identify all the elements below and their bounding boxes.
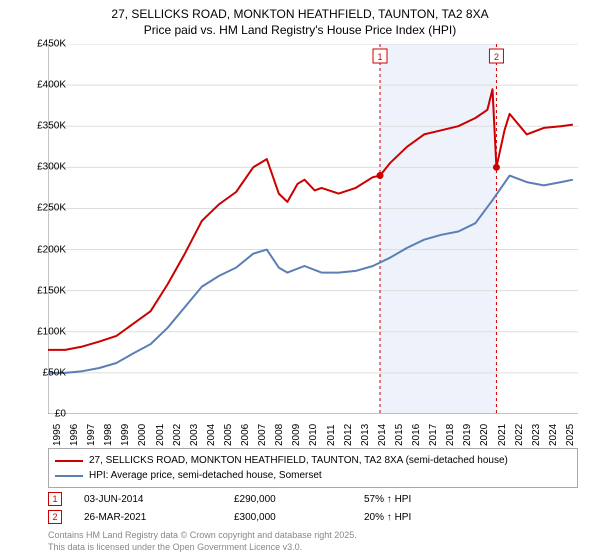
x-tick-label: 2004 [206, 424, 217, 446]
legend-swatch [55, 475, 83, 477]
x-tick-label: 2019 [462, 424, 473, 446]
x-tick-label: 2018 [445, 424, 456, 446]
y-tick-label: £250K [37, 203, 66, 214]
legend-label: HPI: Average price, semi-detached house,… [89, 468, 322, 483]
x-tick-label: 2009 [291, 424, 302, 446]
x-tick-label: 1997 [86, 424, 97, 446]
sale-date: 03-JUN-2014 [84, 494, 234, 505]
chart-container: 27, SELLICKS ROAD, MONKTON HEATHFIELD, T… [0, 0, 600, 560]
sale-hpi: 20% ↑ HPI [364, 512, 578, 523]
y-tick-label: £450K [37, 39, 66, 50]
sale-marker-icon: 1 [48, 492, 62, 506]
sales-row: 1 03-JUN-2014 £290,000 57% ↑ HPI [48, 490, 578, 508]
x-tick-label: 2022 [514, 424, 525, 446]
sales-table: 1 03-JUN-2014 £290,000 57% ↑ HPI 2 26-MA… [48, 490, 578, 526]
sales-row: 2 26-MAR-2021 £300,000 20% ↑ HPI [48, 508, 578, 526]
x-tick-label: 2023 [531, 424, 542, 446]
x-tick-label: 2025 [565, 424, 576, 446]
x-tick-label: 2010 [308, 424, 319, 446]
x-tick-label: 2007 [257, 424, 268, 446]
footer-line1: Contains HM Land Registry data © Crown c… [48, 530, 357, 542]
x-tick-label: 1995 [52, 424, 63, 446]
x-tick-label: 2005 [223, 424, 234, 446]
x-tick-label: 2020 [479, 424, 490, 446]
y-tick-label: £0 [55, 409, 66, 420]
legend-swatch [55, 460, 83, 462]
chart-svg: 12 [48, 44, 578, 414]
x-tick-label: 2000 [137, 424, 148, 446]
title-line1: 27, SELLICKS ROAD, MONKTON HEATHFIELD, T… [0, 6, 600, 22]
sale-date: 26-MAR-2021 [84, 512, 234, 523]
x-tick-label: 1996 [69, 424, 80, 446]
x-tick-label: 2013 [360, 424, 371, 446]
x-tick-label: 2003 [189, 424, 200, 446]
sale-price: £290,000 [234, 494, 364, 505]
x-tick-label: 2011 [326, 424, 337, 446]
y-tick-label: £300K [37, 162, 66, 173]
legend-box: 27, SELLICKS ROAD, MONKTON HEATHFIELD, T… [48, 448, 578, 488]
sale-hpi: 57% ↑ HPI [364, 494, 578, 505]
x-tick-label: 2008 [274, 424, 285, 446]
sale-marker-num: 1 [52, 494, 57, 504]
x-tick-label: 2002 [172, 424, 183, 446]
x-tick-label: 2001 [155, 424, 166, 446]
x-tick-label: 2015 [394, 424, 405, 446]
x-tick-label: 2016 [411, 424, 422, 446]
y-tick-label: £200K [37, 244, 66, 255]
sale-marker-icon: 2 [48, 510, 62, 524]
x-tick-label: 2024 [548, 424, 559, 446]
chart-area: 12 [48, 44, 578, 414]
x-tick-label: 2017 [428, 424, 439, 446]
legend-row: HPI: Average price, semi-detached house,… [55, 468, 571, 483]
title-line2: Price paid vs. HM Land Registry's House … [0, 22, 600, 38]
title-block: 27, SELLICKS ROAD, MONKTON HEATHFIELD, T… [0, 0, 600, 38]
svg-text:1: 1 [378, 52, 383, 62]
x-tick-label: 2012 [343, 424, 354, 446]
x-tick-label: 2021 [497, 424, 508, 446]
y-tick-label: £400K [37, 80, 66, 91]
x-tick-label: 2014 [377, 424, 388, 446]
x-tick-label: 1999 [120, 424, 131, 446]
svg-text:2: 2 [494, 52, 499, 62]
y-tick-label: £150K [37, 285, 66, 296]
footer-line2: This data is licensed under the Open Gov… [48, 542, 357, 554]
y-tick-label: £350K [37, 121, 66, 132]
x-tick-label: 1998 [103, 424, 114, 446]
footer: Contains HM Land Registry data © Crown c… [48, 530, 357, 553]
legend-row: 27, SELLICKS ROAD, MONKTON HEATHFIELD, T… [55, 453, 571, 468]
x-tick-label: 2006 [240, 424, 251, 446]
legend-label: 27, SELLICKS ROAD, MONKTON HEATHFIELD, T… [89, 453, 508, 468]
sale-price: £300,000 [234, 512, 364, 523]
sale-marker-num: 2 [52, 512, 57, 522]
y-tick-label: £100K [37, 326, 66, 337]
y-tick-label: £50K [43, 367, 66, 378]
